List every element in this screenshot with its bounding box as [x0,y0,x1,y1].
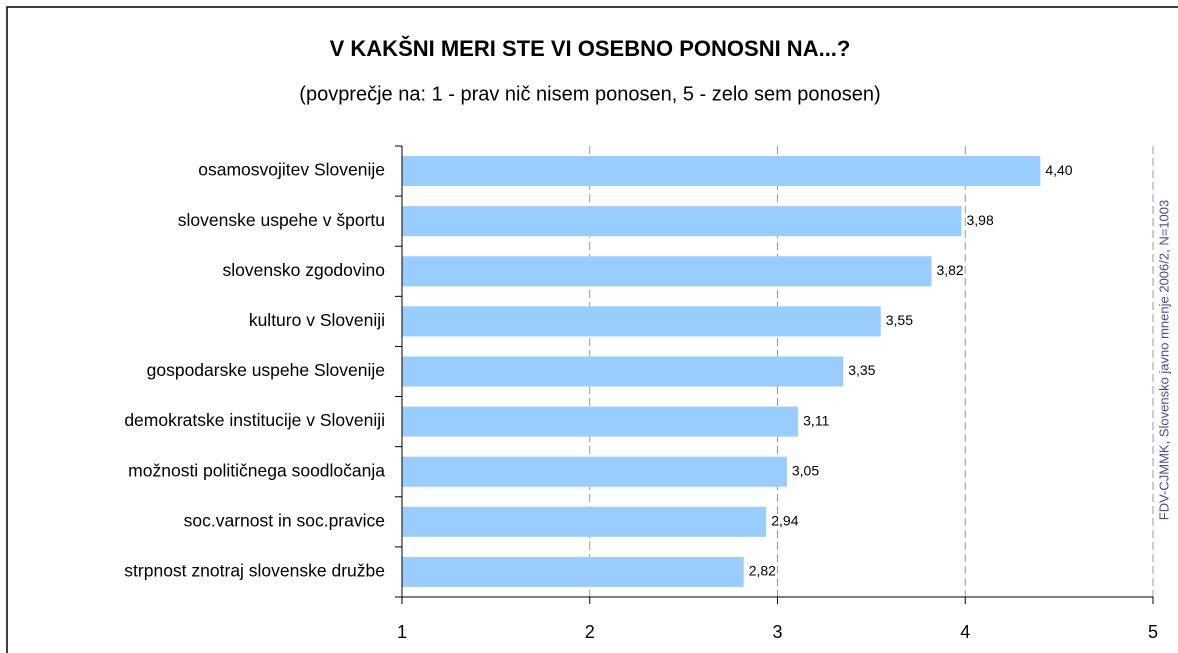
bar [402,456,787,487]
chart-subtitle: (povprečje na: 1 - prav nič nisem ponose… [299,83,880,105]
bar [402,406,799,437]
y-tick-label: slovensko zgodovino [223,260,385,280]
value-label: 2,94 [771,513,798,529]
x-tick-label: 1 [397,622,407,642]
bar [402,356,844,387]
y-tick-label: strpnost znotraj slovenske družbe [124,561,385,581]
bar [402,256,932,287]
bar [402,556,744,587]
y-tick-label: demokratske institucije v Sloveniji [124,410,385,430]
y-tick-label: gospodarske uspehe Slovenije [147,360,385,380]
value-label: 3,05 [792,462,819,478]
value-label: 3,11 [803,412,829,428]
source-note: FDV-CJMMK, Slovensko javno mnenje 2006/2… [1156,200,1171,520]
y-tick-label: možnosti političnega soodločanja [128,460,385,480]
value-label: 4,40 [1045,162,1072,178]
bar [402,506,767,537]
value-label: 3,98 [966,212,993,228]
value-label: 3,55 [886,312,913,328]
value-label: 3,35 [848,362,875,378]
x-tick-label: 4 [960,622,970,642]
y-tick-label: kulturo v Sloveniji [249,310,385,330]
x-tick-label: 3 [772,622,782,642]
y-tick-label: osamosvojitev Slovenije [198,160,385,180]
x-tick-label: 2 [585,622,595,642]
value-label: 2,82 [749,563,776,579]
value-label: 3,82 [936,262,963,278]
chart-title: V KAKŠNI MERI STE VI OSEBNO PONOSNI NA..… [330,36,851,61]
y-tick-label: slovenske uspehe v športu [178,210,385,230]
x-tick-label: 5 [1148,622,1158,642]
bar [402,156,1041,187]
bar [402,306,881,337]
y-tick-label: soc.varnost in soc.pravice [184,510,385,530]
bar [402,206,962,237]
